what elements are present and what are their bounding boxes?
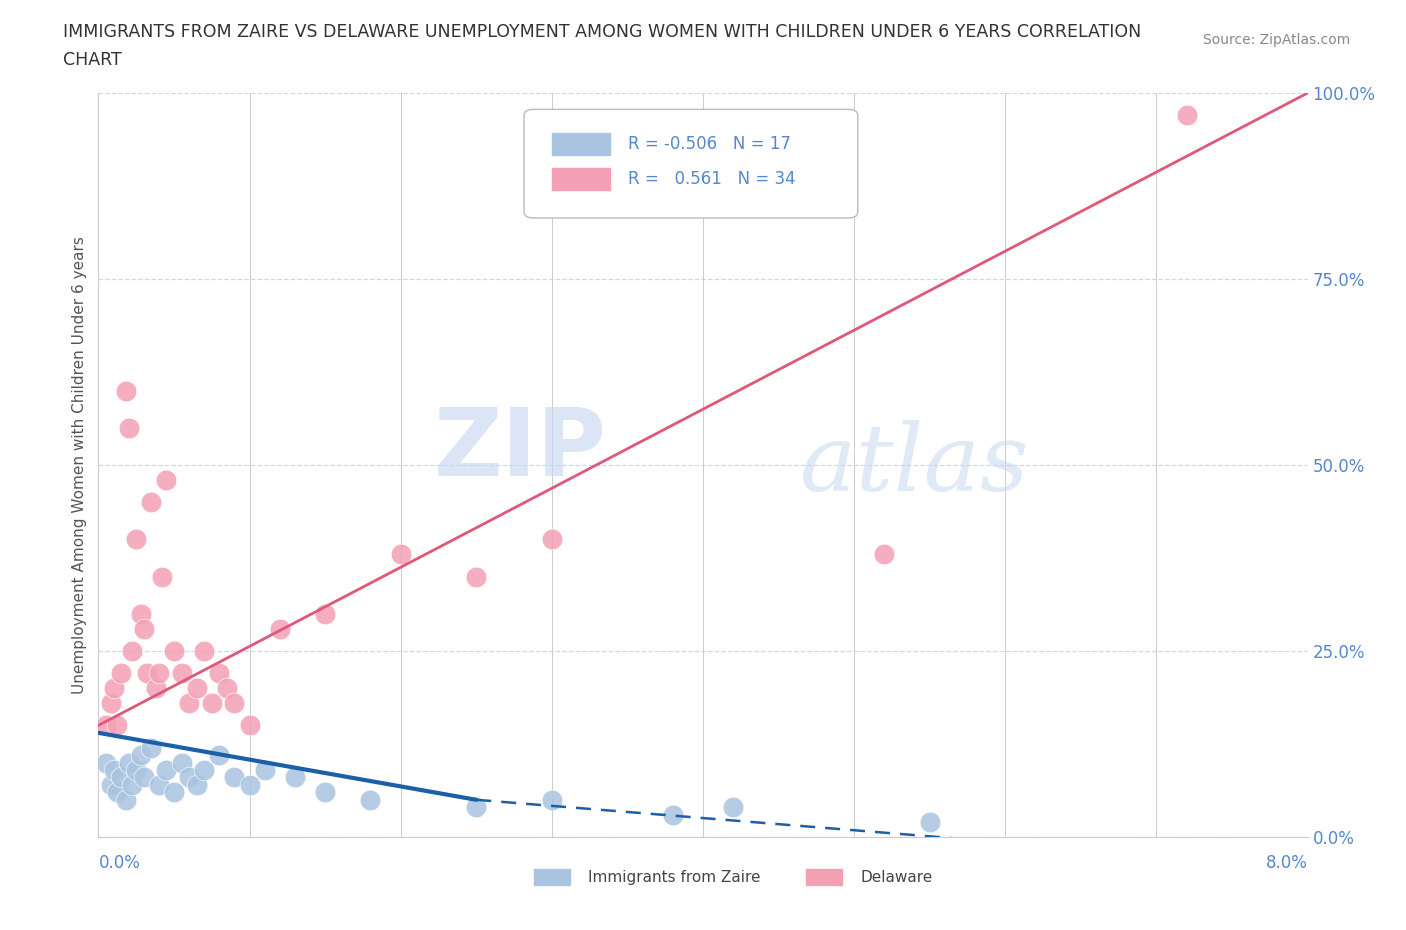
Point xyxy=(540,792,562,807)
Point xyxy=(193,644,215,658)
Point xyxy=(163,785,186,800)
Point xyxy=(170,666,193,681)
Point xyxy=(186,777,208,792)
Point xyxy=(125,763,148,777)
Point xyxy=(215,681,238,696)
Point xyxy=(224,770,246,785)
Text: R = -0.506   N = 17: R = -0.506 N = 17 xyxy=(628,135,792,153)
Point xyxy=(201,696,224,711)
Point xyxy=(114,792,136,807)
Point xyxy=(94,718,117,733)
Text: Immigrants from Zaire: Immigrants from Zaire xyxy=(588,870,761,884)
Point xyxy=(873,547,896,562)
Point xyxy=(141,495,163,510)
Point xyxy=(239,718,262,733)
Text: Source: ZipAtlas.com: Source: ZipAtlas.com xyxy=(1202,33,1350,46)
FancyBboxPatch shape xyxy=(524,110,858,218)
Point xyxy=(314,606,336,621)
Bar xyxy=(534,869,569,885)
Point xyxy=(118,755,141,770)
Point xyxy=(284,770,307,785)
Text: R =   0.561   N = 34: R = 0.561 N = 34 xyxy=(628,169,796,188)
Bar xyxy=(551,133,610,155)
Point xyxy=(100,777,122,792)
Point xyxy=(129,606,152,621)
Point xyxy=(465,800,488,815)
Point xyxy=(186,681,208,696)
Point xyxy=(1175,108,1198,123)
Point xyxy=(148,666,170,681)
Point xyxy=(179,770,201,785)
Point xyxy=(110,666,132,681)
Point xyxy=(170,755,193,770)
Point xyxy=(132,770,155,785)
Text: 8.0%: 8.0% xyxy=(1265,854,1308,871)
Bar xyxy=(551,168,610,191)
Point xyxy=(269,621,291,636)
Point xyxy=(132,621,155,636)
Text: Delaware: Delaware xyxy=(860,870,932,884)
Point xyxy=(389,547,412,562)
Point xyxy=(253,763,276,777)
Point xyxy=(163,644,186,658)
Point xyxy=(179,696,201,711)
Point xyxy=(121,777,143,792)
Point xyxy=(100,696,122,711)
Point xyxy=(145,681,167,696)
Point xyxy=(110,770,132,785)
Point xyxy=(141,740,163,755)
Point xyxy=(135,666,157,681)
Point xyxy=(155,763,177,777)
Point xyxy=(465,569,488,584)
Point xyxy=(208,748,231,763)
Point xyxy=(118,420,141,435)
Point xyxy=(103,763,125,777)
Point xyxy=(723,800,745,815)
Point xyxy=(114,383,136,398)
Point xyxy=(129,748,152,763)
Point xyxy=(103,681,125,696)
Point xyxy=(314,785,336,800)
Point xyxy=(208,666,231,681)
Point xyxy=(155,472,177,487)
Point xyxy=(105,718,128,733)
Text: 0.0%: 0.0% xyxy=(98,854,141,871)
Text: ZIP: ZIP xyxy=(433,405,606,496)
Point xyxy=(224,696,246,711)
Point xyxy=(150,569,173,584)
Point xyxy=(94,755,117,770)
Point xyxy=(360,792,382,807)
Point xyxy=(121,644,143,658)
Point xyxy=(239,777,262,792)
Point xyxy=(105,785,128,800)
Y-axis label: Unemployment Among Women with Children Under 6 years: Unemployment Among Women with Children U… xyxy=(72,236,87,694)
Point xyxy=(125,532,148,547)
Bar xyxy=(806,869,842,885)
Point xyxy=(918,815,941,830)
Point xyxy=(148,777,170,792)
Point xyxy=(661,807,683,822)
Point xyxy=(193,763,215,777)
Text: IMMIGRANTS FROM ZAIRE VS DELAWARE UNEMPLOYMENT AMONG WOMEN WITH CHILDREN UNDER 6: IMMIGRANTS FROM ZAIRE VS DELAWARE UNEMPL… xyxy=(63,23,1142,41)
Text: atlas: atlas xyxy=(800,420,1029,510)
Point xyxy=(540,532,562,547)
Text: CHART: CHART xyxy=(63,51,122,69)
